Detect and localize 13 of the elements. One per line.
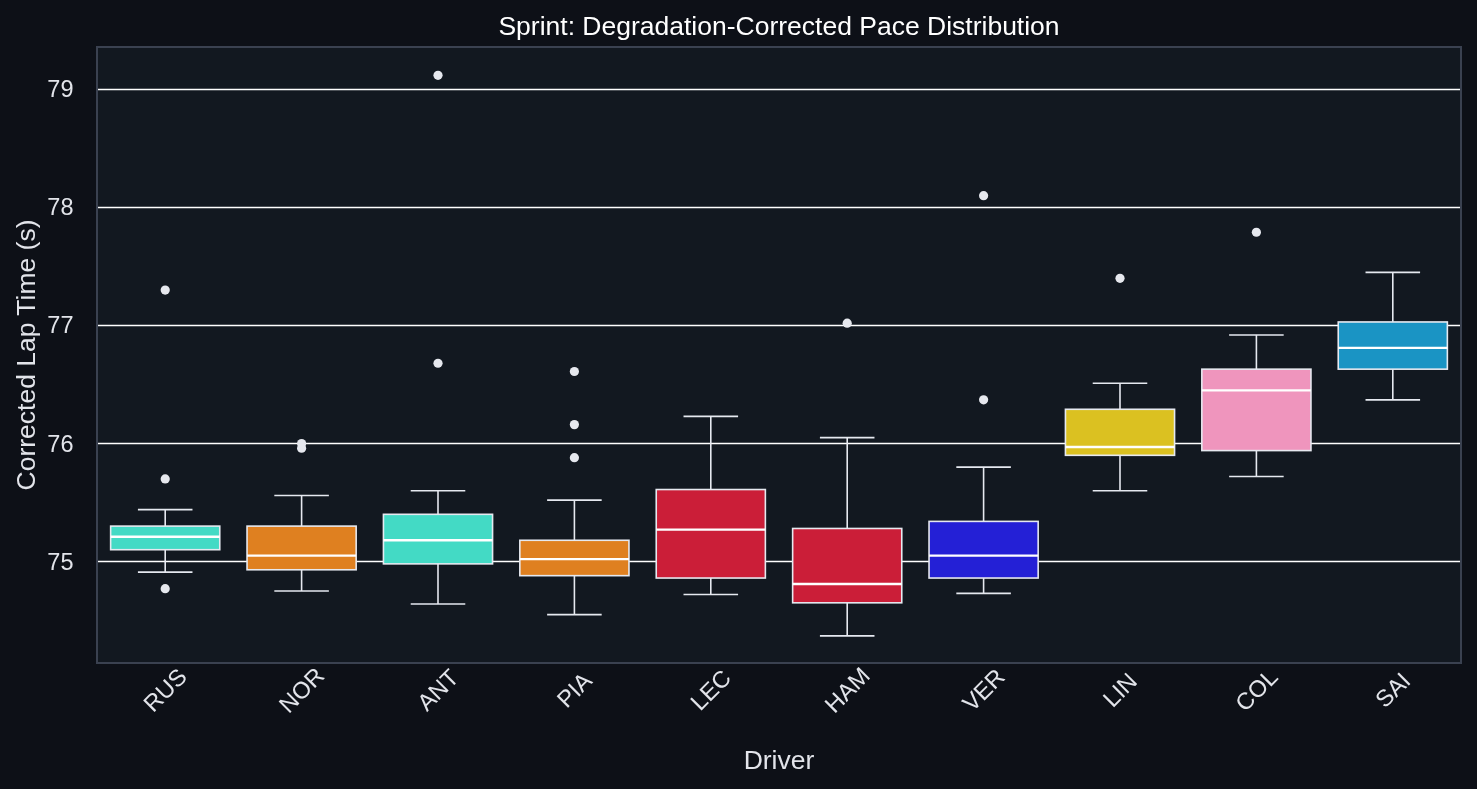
- y-axis-title: Corrected Lap Time (s): [11, 219, 41, 491]
- x-axis-title: Driver: [743, 745, 815, 775]
- y-tick-label: 75: [47, 548, 74, 575]
- y-tick-label: 76: [47, 430, 74, 457]
- x-tick-label: PIA: [551, 667, 598, 713]
- x-tick-label: COL: [1230, 663, 1283, 717]
- y-tick-label: 77: [47, 312, 74, 339]
- x-tick-label: SAI: [1370, 667, 1416, 713]
- y-tick-label: 78: [47, 194, 74, 221]
- y-tick-label: 79: [47, 76, 74, 103]
- x-tick-label: VER: [957, 663, 1010, 717]
- chart-title: Sprint: Degradation-Corrected Pace Distribution: [498, 11, 1060, 41]
- x-tick-label: LIN: [1097, 667, 1143, 713]
